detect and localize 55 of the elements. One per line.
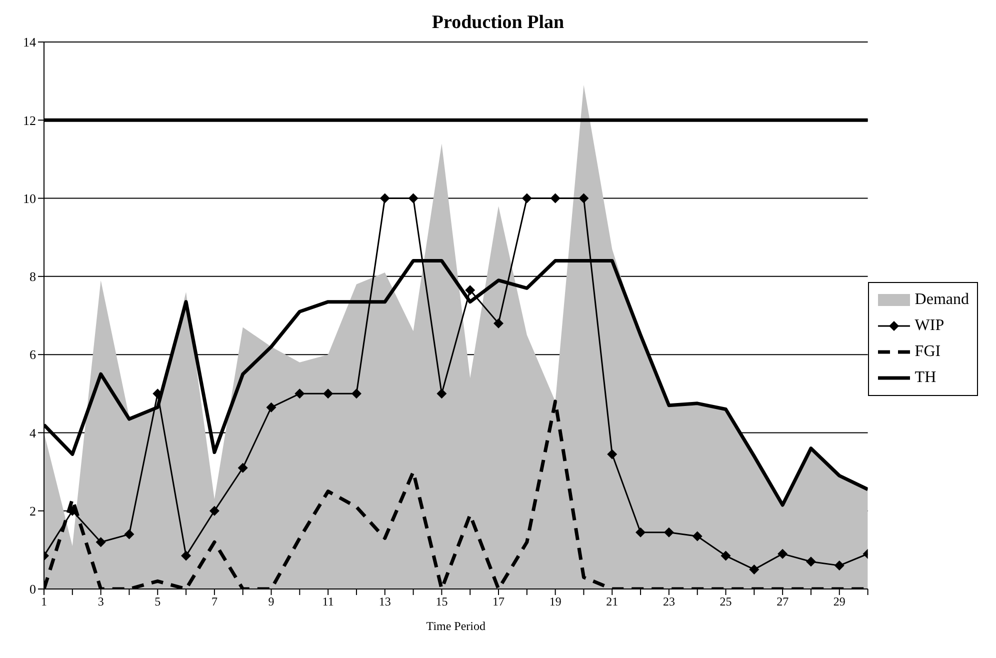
y-tick-label: 12 [23,112,36,128]
legend-label: TH [914,369,936,387]
legend-label: Demand [914,291,969,309]
point [664,527,674,538]
point [692,531,702,542]
point [720,550,731,561]
y-tick-label: 4 [30,425,36,440]
point [636,527,646,538]
point [380,193,390,204]
point [266,402,276,412]
point [96,537,106,548]
x-tick-label: 3 [98,594,104,609]
x-tick-label: 5 [154,594,161,609]
point [323,388,334,399]
point [494,318,504,328]
point [238,462,248,473]
x-tick-label: 21 [606,594,618,609]
x-tick-label: 27 [776,594,789,609]
legend-label: WIP [914,317,944,335]
point [550,193,560,204]
y-tick-label: 8 [30,269,36,284]
y-tick-label: 0 [30,582,36,597]
y-tick-label: 14 [23,34,36,50]
x-axis-title: Time Period [426,619,486,633]
x-tick-label: 11 [322,594,334,609]
x-tick-label: 23 [662,594,675,609]
x-tick-label: 13 [378,594,391,609]
point [778,548,788,559]
x-tick-label: 19 [549,594,562,609]
point [181,550,192,561]
y-tick-label: 10 [23,190,36,206]
point [408,193,418,204]
point [749,564,760,574]
x-tick-label: 1 [41,594,47,609]
point [607,449,618,460]
point [351,388,362,399]
x-tick-label: 29 [833,594,846,609]
legend-label: FGI [914,343,941,361]
point [834,560,844,571]
x-tick-label: 25 [720,594,732,609]
point [465,285,476,296]
point [806,556,816,567]
x-tick-label: 9 [268,594,274,609]
x-tick-label: 15 [436,594,448,609]
point [124,529,134,540]
point [294,388,305,399]
x-tick-label: 17 [492,594,505,609]
point [436,388,447,399]
point [209,506,220,516]
point [578,193,589,204]
point [522,193,532,204]
x-tick-label: 7 [211,594,218,609]
y-tick-label: 6 [30,347,36,362]
chart-title: Production Plan [430,11,566,34]
y-tick-label: 2 [30,503,36,518]
